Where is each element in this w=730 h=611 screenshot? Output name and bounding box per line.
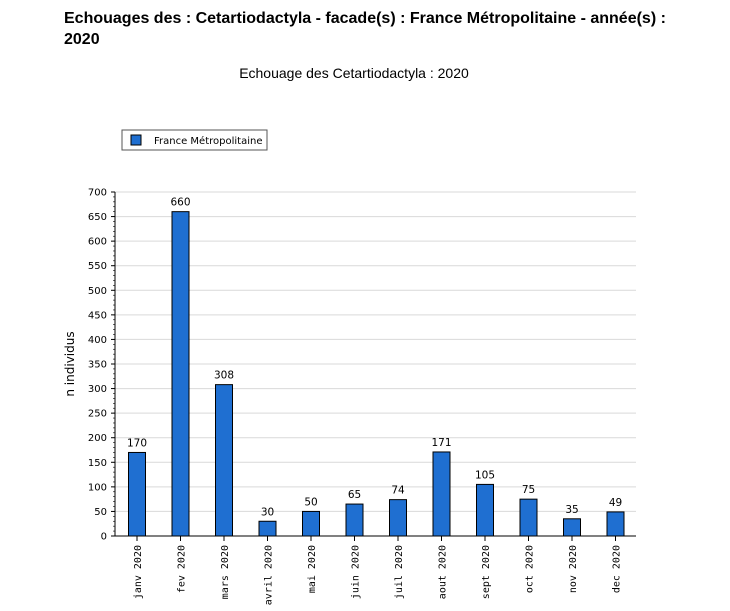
x-tick-label: juil 2020 [394,545,405,599]
data-label: 74 [391,485,405,497]
y-tick-label: 650 [88,212,107,223]
bar [606,511,625,537]
y-tick-label: 0 [101,532,107,543]
y-tick-label: 500 [88,286,107,297]
data-label: 65 [348,489,361,501]
bar [302,510,320,537]
chart-title: Echouage des Cetartiodactyla : 2020 [239,65,469,81]
y-tick-label: 600 [88,237,107,248]
legend-swatch [130,134,142,146]
x-tick-label: aout 2020 [438,545,449,599]
legend-box [121,129,268,151]
data-label: 35 [565,504,578,516]
page-title: Echouages des : Cetartiodactyla - facade… [64,10,666,48]
bar [128,451,146,537]
data-label: 105 [475,469,495,481]
y-axis-ticks: 0 50 100 150 200 250 300 350 400 450 500 550 600 650 7… [88,188,115,543]
x-tick-label: nov 2020 [568,545,579,593]
x-tick-label: dec 2020 [612,545,623,593]
y-axis-title: n individus [63,331,77,396]
data-label: 30 [261,506,274,518]
y-tick-label: 200 [88,433,107,444]
bar [432,451,451,537]
data-label: 49 [609,497,622,509]
y-tick-label: 700 [88,188,107,199]
legend: France Métropolitaine [121,129,268,151]
y-tick-label: 100 [88,482,107,493]
bar [476,483,494,537]
bar [345,503,364,537]
y-tick-label: 550 [88,261,107,272]
legend-label: France Métropolitaine [154,135,262,147]
data-label: 308 [214,370,234,382]
gridlines [115,191,636,512]
y-tick-label: 250 [88,409,107,420]
y-tick-label: 50 [94,507,107,518]
data-label: 171 [431,437,451,449]
bars [128,211,625,537]
x-tick-label: mai 2020 [307,545,318,593]
x-tick-label: juin 2020 [351,545,362,599]
y-tick-label: 150 [88,458,107,469]
bar [519,498,538,537]
x-axis-ticks: janv 2020 fev 2020 mars 2020 avril 2020 mai … [133,536,623,605]
data-label: 50 [304,496,317,508]
x-tick-label: avril 2020 [264,545,275,605]
data-label: 660 [170,197,190,209]
x-tick-label: mars 2020 [220,545,231,599]
bar [215,384,233,537]
bar [389,499,407,537]
x-tick-label: sept 2020 [481,545,492,599]
data-labels: 170 660 308 30 50 65 74 171 105 75 35 49 [127,197,622,519]
x-tick-label: janv 2020 [133,545,144,599]
data-label: 170 [127,437,147,449]
y-tick-label: 300 [88,384,107,395]
x-tick-label: oct 2020 [525,545,536,593]
data-label: 75 [522,484,535,496]
x-tick-label: fev 2020 [177,545,188,593]
y-tick-label: 350 [88,360,107,371]
bar [563,518,581,537]
bar [171,211,190,537]
y-tick-label: 400 [88,335,107,346]
bar [258,520,277,537]
y-tick-label: 450 [88,310,107,321]
